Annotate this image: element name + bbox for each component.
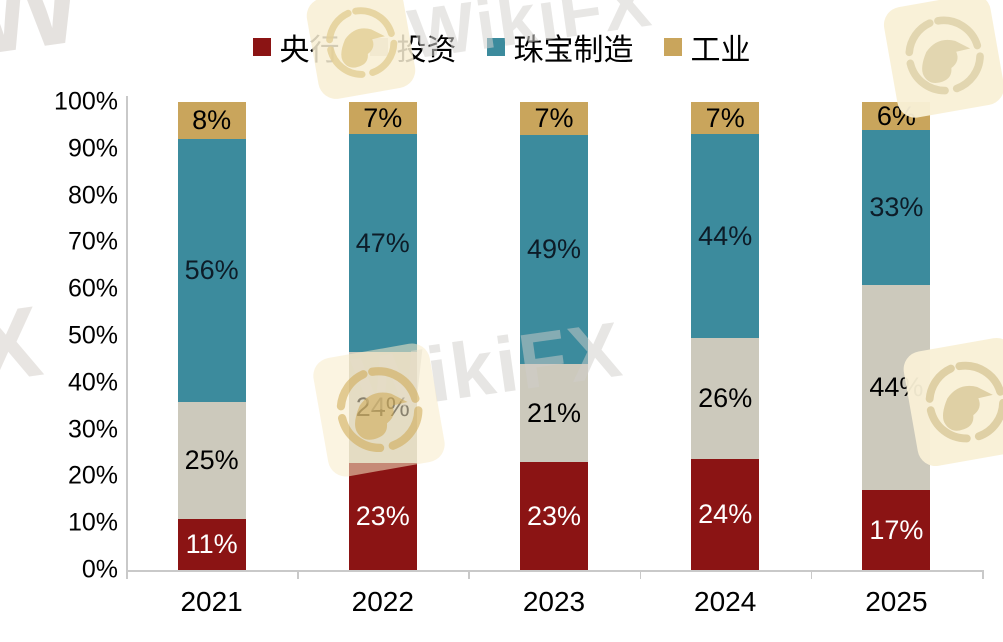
bar-segment-珠宝制造: 47% xyxy=(348,134,417,353)
y-axis-tick-label: 20% xyxy=(67,461,118,490)
bar-segment-value-label: 24% xyxy=(355,392,410,423)
bar-segment-value-label: 47% xyxy=(355,227,410,258)
bar-segment-投资: 25% xyxy=(177,401,246,519)
x-axis-line xyxy=(126,570,982,572)
y-axis-line xyxy=(126,96,128,572)
bar-segment-value-label: 44% xyxy=(869,372,924,402)
x-axis-tick xyxy=(126,570,128,579)
bar-segment-工业: 7% xyxy=(348,102,417,135)
bar-segment-value-label: 11% xyxy=(185,528,238,559)
x-axis-tick xyxy=(468,570,470,579)
bar-segment-value-label: 24% xyxy=(698,498,753,529)
bar-segment-value-label: 56% xyxy=(184,254,239,285)
bar-segment-value-label: 17% xyxy=(869,514,924,545)
x-axis-tick xyxy=(810,570,813,579)
bar-segment-value-label: 23% xyxy=(355,501,410,532)
bar-segment-value-label: 33% xyxy=(869,191,924,222)
legend-swatch-icon xyxy=(486,38,505,56)
x-axis-category-label: 2024 xyxy=(694,586,757,617)
bar-segment-珠宝制造: 49% xyxy=(520,134,588,365)
legend-item-2: 珠宝制造 xyxy=(486,25,634,69)
bar-segment-value-label: 49% xyxy=(526,233,582,264)
legend-swatch-icon xyxy=(663,38,682,56)
stacked-bar-2021: 11% 25% 56% 8% xyxy=(177,102,246,570)
x-axis-category-label: 2023 xyxy=(522,586,586,617)
legend-item-1: 投资 xyxy=(369,25,457,69)
bar-segment-珠宝制造: 56% xyxy=(177,139,246,402)
bar-segment-投资: 26% xyxy=(691,338,760,459)
bar-segment-value-label: 21% xyxy=(526,397,582,428)
bar-segment-工业: 7% xyxy=(520,102,588,135)
x-axis-tick xyxy=(982,570,984,579)
bar-segment-value-label: 7% xyxy=(534,102,574,133)
bar-segment-工业: 8% xyxy=(177,102,246,140)
legend-item-0: 央行 xyxy=(252,25,340,69)
legend-item-3: 工业 xyxy=(663,25,751,69)
bar-segment-央行: 17% xyxy=(862,490,931,570)
bar-segment-珠宝制造: 33% xyxy=(862,130,931,285)
bar-segment-value-label: 7% xyxy=(705,102,745,133)
bar-segment-工业: 6% xyxy=(862,100,931,131)
bar-segment-value-label: 8% xyxy=(192,105,232,136)
bar-segment-珠宝制造: 44% xyxy=(691,134,760,339)
legend-swatch-icon xyxy=(252,38,271,56)
bar-segment-投资: 24% xyxy=(348,352,417,464)
x-axis-tick xyxy=(639,570,642,579)
legend-label: 珠宝制造 xyxy=(513,34,634,67)
bar-segment-value-label: 7% xyxy=(363,102,403,133)
bar-segment-value-label: 23% xyxy=(526,500,582,531)
y-axis-tick-label: 80% xyxy=(67,181,118,210)
stacked-bar-2025: 17% 44% 33% 6% xyxy=(862,100,931,570)
stacked-bar-2024: 24% 26% 44% 7% xyxy=(691,102,760,570)
bar-segment-value-label: 25% xyxy=(184,444,239,475)
y-axis-tick-label: 70% xyxy=(67,227,118,256)
y-axis-tick-label: 0% xyxy=(81,555,118,584)
y-axis-tick-label: 40% xyxy=(67,368,118,397)
bar-segment-投资: 21% xyxy=(520,364,588,463)
stacked-bar-2023: 23% 21% 49% 7% xyxy=(520,102,588,570)
y-axis-tick-label: 60% xyxy=(67,274,118,303)
chart-legend: 央行 投资 珠宝制造 工业 xyxy=(0,26,1003,68)
y-axis-tick-label: 100% xyxy=(54,87,118,116)
bar-segment-央行: 11% xyxy=(177,518,246,570)
legend-label: 央行 xyxy=(279,34,340,67)
legend-label: 投资 xyxy=(396,34,457,67)
bar-segment-工业: 7% xyxy=(691,102,760,135)
bar-segment-央行: 23% xyxy=(348,463,417,570)
y-axis-tick-label: 90% xyxy=(67,134,118,163)
bar-segment-value-label: 44% xyxy=(698,220,753,251)
y-axis-tick-label: 10% xyxy=(67,508,118,537)
legend-swatch-icon xyxy=(369,38,388,56)
stacked-bar-2022: 23% 24% 47% 7% xyxy=(348,102,417,570)
y-axis-tick-label: 50% xyxy=(67,321,118,350)
bar-segment-投资: 44% xyxy=(862,284,931,491)
x-axis-category-label: 2022 xyxy=(351,586,414,617)
bar-segment-央行: 24% xyxy=(691,458,760,570)
bar-segment-value-label: 26% xyxy=(698,383,753,414)
x-axis-category-label: 2021 xyxy=(180,586,243,617)
bar-segment-央行: 23% xyxy=(520,462,588,570)
x-axis-tick xyxy=(297,570,299,579)
y-axis-tick-label: 30% xyxy=(67,415,118,444)
bar-segment-value-label: 6% xyxy=(876,100,916,131)
x-axis-category-label: 2025 xyxy=(865,586,928,617)
legend-label: 工业 xyxy=(690,34,751,67)
